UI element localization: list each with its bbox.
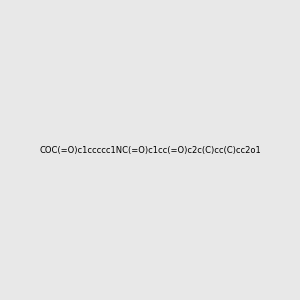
Text: COC(=O)c1ccccc1NC(=O)c1cc(=O)c2c(C)cc(C)cc2o1: COC(=O)c1ccccc1NC(=O)c1cc(=O)c2c(C)cc(C)… — [39, 146, 261, 154]
